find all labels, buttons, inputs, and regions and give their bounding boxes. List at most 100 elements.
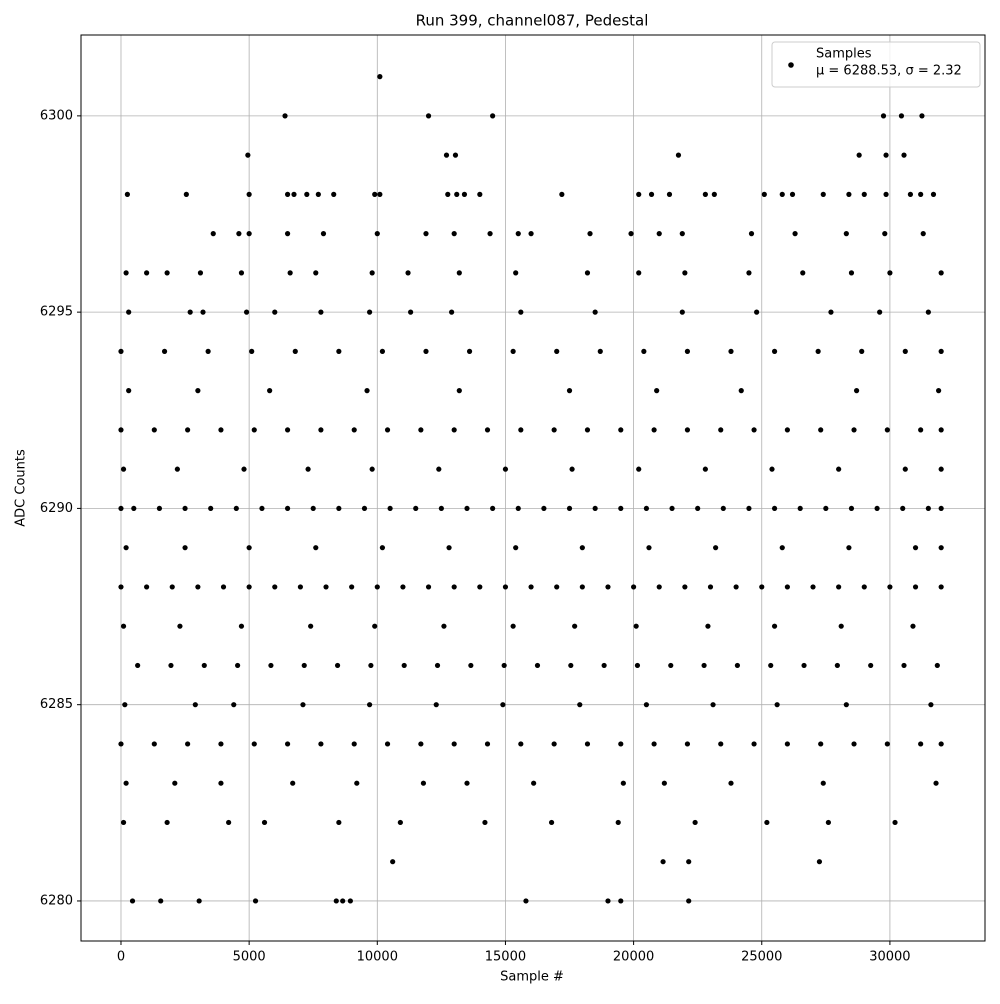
- point: [711, 191, 717, 197]
- point: [379, 545, 386, 551]
- point: [515, 505, 521, 512]
- point: [318, 741, 324, 747]
- point: [323, 584, 329, 590]
- point: [300, 702, 306, 708]
- point: [861, 191, 867, 197]
- point: [843, 702, 849, 708]
- point: [938, 545, 944, 551]
- point: [487, 231, 493, 237]
- point: [187, 309, 193, 315]
- point: [144, 584, 150, 590]
- point: [661, 780, 667, 786]
- point: [554, 584, 560, 590]
- point: [898, 113, 905, 119]
- point: [182, 545, 188, 551]
- point: [272, 584, 278, 590]
- point: [377, 191, 383, 197]
- point: [682, 270, 688, 276]
- point: [771, 505, 778, 512]
- point: [759, 584, 765, 590]
- point: [641, 348, 647, 354]
- point: [445, 191, 451, 197]
- point: [620, 780, 626, 786]
- point: [308, 623, 314, 629]
- points: [118, 74, 944, 904]
- point: [156, 505, 163, 512]
- point: [336, 819, 342, 826]
- point: [901, 662, 907, 669]
- point: [601, 662, 607, 669]
- point: [618, 427, 624, 433]
- point: [238, 270, 245, 276]
- point: [938, 584, 944, 590]
- point: [548, 819, 555, 826]
- point: [502, 584, 509, 590]
- point: [718, 427, 724, 433]
- point: [771, 623, 778, 629]
- point: [768, 662, 774, 669]
- point: [933, 780, 939, 786]
- x-tick-label: 5000: [233, 950, 266, 965]
- point: [226, 819, 232, 826]
- point: [851, 741, 857, 747]
- point: [925, 309, 931, 315]
- point: [705, 623, 711, 629]
- point: [774, 702, 780, 708]
- point: [800, 270, 806, 276]
- point: [559, 191, 565, 197]
- point: [912, 584, 919, 590]
- point: [587, 231, 593, 237]
- point: [351, 427, 357, 433]
- point: [761, 191, 767, 197]
- point: [456, 388, 462, 394]
- point: [734, 662, 741, 669]
- point: [797, 505, 803, 512]
- point: [848, 505, 855, 512]
- point: [349, 584, 355, 590]
- point: [675, 152, 682, 158]
- point: [477, 584, 483, 590]
- point: [513, 270, 519, 276]
- point: [185, 741, 191, 747]
- point: [318, 309, 324, 315]
- point: [884, 427, 890, 433]
- point: [572, 623, 578, 629]
- point: [195, 388, 201, 394]
- point: [834, 662, 840, 669]
- point: [636, 270, 642, 276]
- point: [131, 505, 137, 512]
- point: [384, 427, 391, 433]
- point: [510, 348, 516, 354]
- point: [246, 231, 252, 237]
- x-axis-label: Sample #: [500, 970, 564, 985]
- point: [938, 270, 944, 276]
- point: [684, 427, 691, 433]
- point: [528, 584, 534, 590]
- point: [484, 427, 491, 433]
- point: [233, 505, 239, 512]
- x-tick-label: 30000: [869, 950, 910, 965]
- point: [554, 348, 560, 354]
- point: [702, 191, 708, 197]
- point: [434, 662, 441, 669]
- point: [818, 427, 824, 433]
- point: [868, 662, 874, 669]
- point: [318, 427, 324, 433]
- point: [605, 584, 611, 590]
- point: [551, 741, 557, 747]
- point: [477, 191, 483, 197]
- point: [919, 113, 925, 119]
- point: [656, 231, 662, 237]
- point: [764, 819, 770, 826]
- point: [631, 584, 637, 590]
- point: [615, 819, 621, 826]
- point: [261, 819, 268, 826]
- point: [528, 231, 534, 237]
- point: [648, 191, 655, 197]
- point: [874, 505, 880, 512]
- point: [177, 623, 183, 629]
- point: [236, 231, 242, 237]
- y-tick-label: 6300: [40, 108, 73, 123]
- point: [364, 388, 370, 394]
- point: [287, 270, 293, 276]
